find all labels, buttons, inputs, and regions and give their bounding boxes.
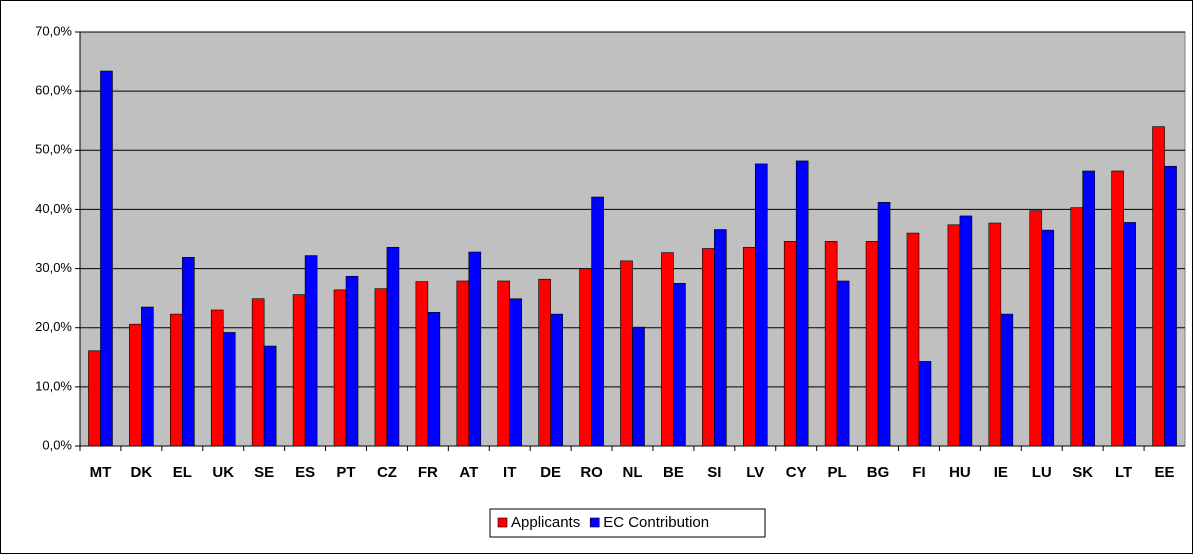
x-tick-label: EE [1155, 464, 1175, 481]
bar [1111, 170, 1124, 447]
x-tick-label: FI [912, 464, 925, 481]
y-tick-label: 60,0% [35, 83, 72, 98]
bar [468, 251, 482, 447]
bar [620, 260, 633, 447]
x-tick-label: IE [994, 464, 1008, 481]
bar [906, 232, 920, 447]
y-tick-label: 30,0% [35, 260, 72, 275]
bar [374, 288, 388, 447]
bar [222, 332, 236, 447]
bar [427, 312, 441, 447]
x-tick-label: SK [1072, 464, 1093, 481]
x-tick-label: AT [459, 464, 478, 481]
bar [1041, 229, 1055, 447]
bar [661, 252, 674, 447]
bar [824, 241, 838, 447]
bar [304, 255, 318, 447]
bar [1029, 210, 1043, 447]
bar [591, 196, 604, 447]
x-tick-label: SE [254, 464, 274, 481]
x-tick-label: IT [503, 464, 516, 481]
bar [456, 280, 470, 447]
x-tick-label: PT [336, 464, 355, 481]
bar [1082, 170, 1095, 447]
bar [170, 313, 183, 447]
bar [742, 246, 756, 447]
bar [795, 160, 809, 447]
legend-label: Applicants [511, 514, 580, 531]
x-tick-label: UK [212, 464, 234, 481]
x-tick-label: PL [828, 464, 847, 481]
x-tick-label: CY [786, 464, 807, 481]
bar [251, 298, 265, 447]
bar [754, 163, 768, 447]
x-tick-label: BE [663, 464, 684, 481]
bar [141, 306, 154, 447]
bar [1164, 165, 1177, 447]
x-tick-label: MT [90, 464, 112, 481]
legend-swatch [589, 517, 600, 528]
bar [182, 257, 195, 447]
y-tick-label: 10,0% [35, 378, 72, 393]
bar [210, 309, 224, 447]
bar [509, 298, 523, 447]
bar [415, 281, 429, 447]
bar [783, 241, 797, 447]
bar [1152, 126, 1165, 447]
bar [100, 70, 113, 447]
x-tick-label: LT [1115, 464, 1132, 481]
x-tick-label: ES [295, 464, 315, 481]
y-tick-label: 50,0% [35, 142, 72, 157]
bar [865, 241, 879, 447]
bar [673, 283, 686, 447]
bar [1070, 207, 1083, 447]
x-tick-label: HU [949, 464, 971, 481]
bar [702, 248, 715, 447]
bar [538, 278, 551, 447]
bar [714, 229, 727, 447]
x-tick-label: BG [867, 464, 890, 481]
x-tick-label: DE [540, 464, 561, 481]
bar [947, 224, 961, 447]
bar [836, 280, 850, 447]
bar [959, 215, 973, 447]
bar [550, 313, 563, 447]
bar [579, 268, 592, 447]
bar [988, 222, 1002, 447]
bar [333, 289, 347, 447]
y-tick-label: 40,0% [35, 201, 72, 216]
bar [129, 323, 142, 447]
bar [877, 202, 891, 447]
bar [632, 326, 645, 447]
x-tick-label: FR [418, 464, 438, 481]
x-tick-label: LU [1032, 464, 1052, 481]
legend-swatch [497, 517, 508, 528]
bar [1123, 222, 1136, 447]
x-tick-label: CZ [377, 464, 397, 481]
legend-label: EC Contribution [603, 514, 709, 531]
y-tick-label: 70,0% [35, 23, 72, 38]
x-tick-label: DK [131, 464, 153, 481]
x-tick-label: SI [707, 464, 721, 481]
x-tick-label: EL [173, 464, 192, 481]
x-tick-label: NL [623, 464, 643, 481]
bar [1000, 313, 1014, 447]
bar [386, 246, 400, 447]
bar [292, 294, 306, 447]
bar [497, 280, 511, 447]
y-tick-label: 0,0% [42, 437, 72, 452]
bar [263, 345, 277, 447]
bar [345, 275, 359, 447]
y-tick-label: 20,0% [35, 319, 72, 334]
legend-box [489, 508, 766, 538]
bar [918, 361, 932, 447]
x-tick-label: RO [580, 464, 603, 481]
bar [88, 350, 101, 447]
x-tick-label: LV [746, 464, 764, 481]
